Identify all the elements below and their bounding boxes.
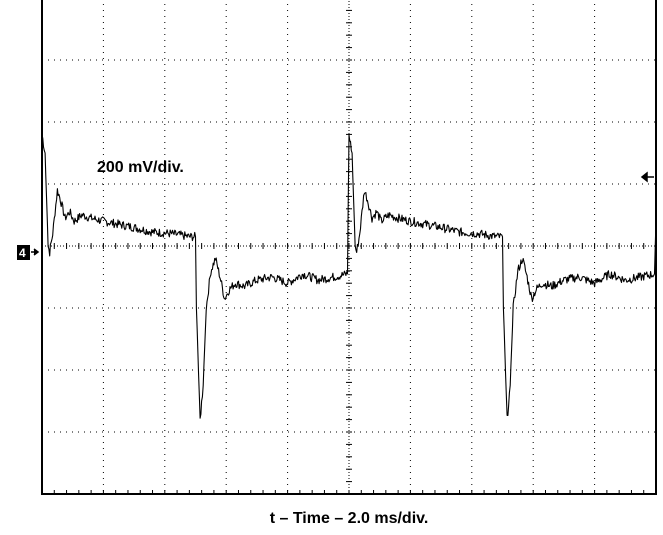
grid bbox=[41, 0, 657, 495]
channel-number: 4 bbox=[19, 246, 26, 260]
x-axis-label: t – Time – 2.0 ms/div. bbox=[270, 510, 429, 527]
channel-arrow-icon bbox=[31, 248, 40, 256]
trigger-marker bbox=[640, 171, 654, 183]
plot-frame bbox=[41, 0, 657, 495]
waveform-trace bbox=[41, 134, 657, 419]
vertical-scale-label: 200 mV/div. bbox=[97, 159, 184, 176]
channel-marker: 4 bbox=[17, 245, 40, 260]
trigger-arrow-icon bbox=[640, 171, 654, 183]
